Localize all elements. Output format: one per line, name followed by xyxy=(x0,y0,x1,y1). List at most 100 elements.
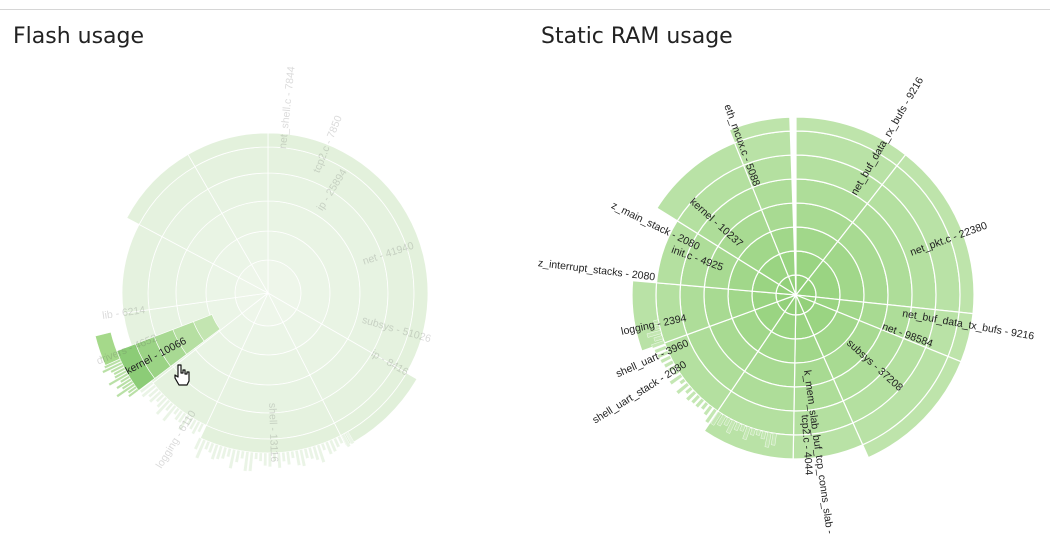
ram-leaf-arc[interactable] xyxy=(710,411,722,426)
ram-leaf-arc[interactable] xyxy=(764,431,772,448)
flash-leaf-arc[interactable] xyxy=(294,449,302,466)
ram-leaf-arc[interactable] xyxy=(739,423,746,432)
flash-leaf-arc[interactable] xyxy=(207,442,215,454)
ram-leaf-arc[interactable] xyxy=(667,364,677,373)
flash-leaf-arc[interactable] xyxy=(333,437,341,448)
flash-kernel-leaf-arc[interactable] xyxy=(110,364,124,374)
flash-leaf-arc[interactable] xyxy=(197,422,205,433)
ram-leaf-arc[interactable] xyxy=(755,429,761,436)
ram-leaf-arc[interactable] xyxy=(694,398,705,409)
ram-leaf-arc[interactable] xyxy=(703,405,713,416)
flash-leaf-arc[interactable] xyxy=(324,441,334,455)
flash-leaf-arc[interactable] xyxy=(139,381,154,394)
flash-leaf-arc[interactable] xyxy=(316,444,326,464)
flash-leaf-arc[interactable] xyxy=(177,412,187,424)
ram-leaf-arc[interactable] xyxy=(749,427,756,436)
flash-leaf-arc[interactable] xyxy=(191,420,201,435)
ram-leaf-arc[interactable] xyxy=(673,369,680,376)
ram-arc[interactable] xyxy=(728,116,791,144)
flash-kernel-leaf-arc[interactable] xyxy=(114,370,127,379)
ram-leaf-arc[interactable] xyxy=(678,378,686,385)
flash-kernel-leaf-arc[interactable] xyxy=(127,388,139,398)
flash-leaf-arc[interactable] xyxy=(234,449,241,463)
flash-leaf-arc[interactable] xyxy=(341,433,351,448)
flash-leaf-arc[interactable] xyxy=(220,446,228,460)
flash-leaf-arc[interactable] xyxy=(186,416,194,426)
flash-leaf-arc[interactable] xyxy=(155,393,165,403)
flash-leaf-arc[interactable] xyxy=(148,390,162,404)
flash-leaf-arc[interactable] xyxy=(285,451,292,466)
ram-leaf-arc[interactable] xyxy=(733,421,741,432)
flash-kernel-leaf-arc[interactable] xyxy=(102,361,123,374)
ram-leaf-arc[interactable] xyxy=(654,345,668,354)
flash-arc[interactable] xyxy=(187,132,269,168)
flash-kernel-leaf-arc[interactable] xyxy=(119,375,131,384)
flash-leaf-arc[interactable] xyxy=(307,446,315,460)
flash-kernel-leaf-arc[interactable] xyxy=(116,383,136,398)
ram-leaf-arc[interactable] xyxy=(653,319,660,325)
flash-leaf-arc[interactable] xyxy=(345,431,355,445)
flash-leaf-arc[interactable] xyxy=(320,442,327,451)
ram-arc[interactable] xyxy=(861,355,962,459)
ram-leaf-arc[interactable] xyxy=(742,425,751,441)
flash-leaf-arc[interactable] xyxy=(303,448,310,459)
ram-leaf-arc[interactable] xyxy=(684,386,693,395)
ram-leaf-arc[interactable] xyxy=(651,340,666,349)
ram-leaf-arc[interactable] xyxy=(760,430,767,440)
flash-leaf-arc[interactable] xyxy=(281,451,286,462)
ram-leaf-arc[interactable] xyxy=(700,401,709,411)
flash-leaf-arc[interactable] xyxy=(155,399,171,416)
flash-leaf-arc[interactable] xyxy=(147,387,160,398)
flash-leaf-arc[interactable] xyxy=(193,437,203,451)
ram-leaf-arc[interactable] xyxy=(675,382,690,395)
flash-leaf-arc[interactable] xyxy=(328,439,338,453)
flash-leaf-arc[interactable] xyxy=(210,443,219,461)
ram-leaf-arc[interactable] xyxy=(690,394,701,405)
ram-leaf-arc[interactable] xyxy=(663,360,675,369)
flash-leaf-arc[interactable] xyxy=(243,451,250,472)
ram-leaf-arc[interactable] xyxy=(669,373,683,385)
flash-leaf-arc[interactable] xyxy=(228,448,237,469)
flash-leaf-arc[interactable] xyxy=(226,447,232,458)
ram-leaf-arc[interactable] xyxy=(660,355,672,364)
flash-leaf-arc[interactable] xyxy=(172,407,181,416)
ram-leaf-arc[interactable] xyxy=(646,330,662,338)
flash-leaf-arc[interactable] xyxy=(268,452,272,468)
ram-leaf-arc[interactable] xyxy=(716,414,727,427)
ram-leaf-arc[interactable] xyxy=(770,432,777,446)
flash-leaf-arc[interactable] xyxy=(254,452,259,460)
flash-leaf-arc[interactable] xyxy=(272,452,277,462)
flash-kernel-highlight[interactable] xyxy=(94,314,221,398)
ram-leaf-arc[interactable] xyxy=(704,408,718,424)
flash-leaf-arc[interactable] xyxy=(161,404,177,422)
flash-leaf-arc[interactable] xyxy=(177,414,191,431)
flash-leaf-arc[interactable] xyxy=(258,452,263,462)
flash-arc[interactable] xyxy=(340,372,418,447)
ram-leaf-arc[interactable] xyxy=(654,324,661,330)
flash-kernel-leaf-arc[interactable] xyxy=(127,385,137,394)
flash-leaf-arc[interactable] xyxy=(276,452,282,469)
flash-kernel-leaf-arc[interactable] xyxy=(116,378,132,390)
flash-leaf-arc[interactable] xyxy=(263,452,268,467)
flash-leaf-arc[interactable] xyxy=(194,439,207,460)
flash-leaf-arc[interactable] xyxy=(188,418,198,430)
ram-leaf-arc[interactable] xyxy=(653,335,664,342)
flash-kernel-leaf-arc[interactable] xyxy=(121,380,134,390)
flash-leaf-arc[interactable] xyxy=(312,445,320,461)
flash-leaf-arc[interactable] xyxy=(337,435,344,445)
flash-kernel-leaf-arc[interactable] xyxy=(108,372,129,387)
flash-leaf-arc[interactable] xyxy=(290,450,295,459)
flash-leaf-arc[interactable] xyxy=(240,450,245,460)
flash-leaf-arc[interactable] xyxy=(248,451,254,472)
flash-leaf-arc[interactable] xyxy=(299,449,307,467)
ram-leaf-arc[interactable] xyxy=(723,416,731,427)
flash-kernel-arc[interactable] xyxy=(94,331,121,366)
ram-leaf-arc[interactable] xyxy=(657,350,670,359)
flash-leaf-arc[interactable] xyxy=(141,384,157,398)
flash-leaf-arc[interactable] xyxy=(164,402,174,412)
flash-leaf-arc[interactable] xyxy=(173,409,184,421)
ram-leaf-arc[interactable] xyxy=(685,390,697,402)
flash-kernel-leaf-arc[interactable] xyxy=(113,367,126,376)
